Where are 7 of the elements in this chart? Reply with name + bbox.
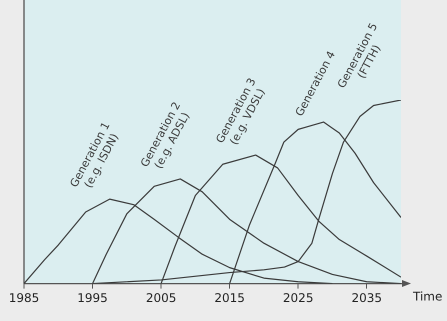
x-tick-label: 1995 bbox=[77, 290, 108, 305]
x-tick-label: 2035 bbox=[351, 290, 382, 305]
x-tick-label: 2015 bbox=[214, 290, 245, 305]
x-axis-title: Time bbox=[412, 290, 442, 304]
x-tick-label: 1985 bbox=[8, 290, 40, 305]
x-tick-label: 2025 bbox=[282, 290, 314, 305]
x-tick-label: 2005 bbox=[146, 290, 176, 305]
